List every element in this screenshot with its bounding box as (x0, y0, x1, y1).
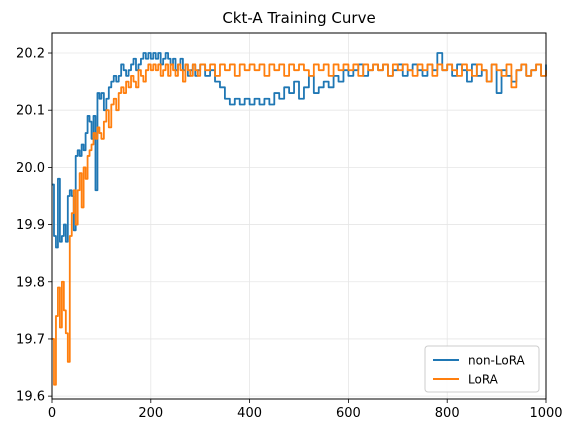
x-tick-label: 400 (237, 406, 262, 421)
y-tick-label: 20.1 (16, 104, 45, 119)
series-line-lora (52, 63, 547, 386)
y-tick-label: 19.9 (16, 218, 45, 233)
x-tick-label: 200 (138, 406, 163, 421)
legend-box (424, 345, 540, 393)
axis-ticks: 0 200 400 600 800 1000 19.6 19.7 19.8 19.9 20.0 20.… (16, 47, 563, 421)
legend-label: non-LoRA (468, 354, 526, 368)
series-layer (52, 52, 547, 386)
y-tick-label: 20.2 (16, 47, 45, 62)
x-tick-label: 600 (336, 406, 361, 421)
x-tick-label: 0 (48, 406, 56, 421)
y-tick-label: 19.8 (16, 275, 45, 290)
x-tick-label: 1000 (529, 406, 562, 421)
x-tick-label: 800 (435, 406, 460, 421)
y-tick-label: 20.0 (16, 161, 45, 176)
plot-frame (51, 32, 547, 400)
legend-label: LoRA (468, 373, 499, 387)
y-tick-label: 19.7 (16, 332, 45, 347)
legend: non-LoRA LoRA (424, 345, 540, 393)
y-tick-label: 19.6 (16, 390, 45, 405)
chart-title: Ckt-A Training Curve (222, 9, 375, 27)
